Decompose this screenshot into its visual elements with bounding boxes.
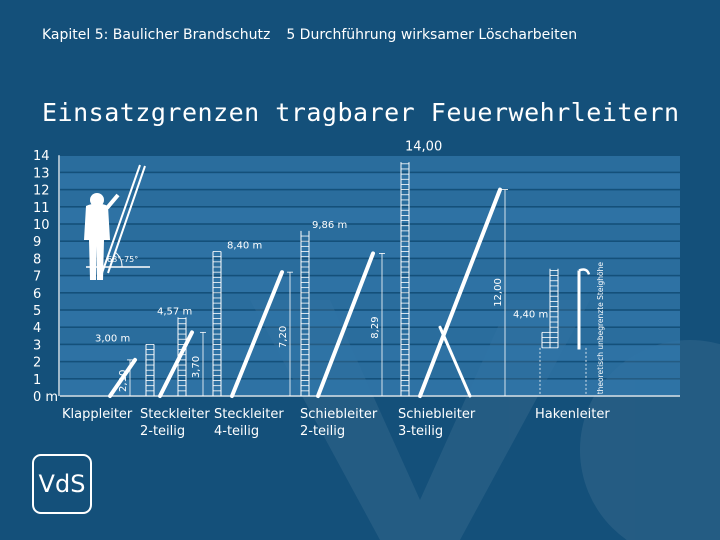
band-0 xyxy=(60,379,680,396)
rungs-klappleiter xyxy=(145,343,155,397)
rungs-steckleiter-4 xyxy=(212,251,222,397)
breadcrumb-section: 5 Durchführung wirksamer Löscharbeiten xyxy=(286,27,578,43)
band-11 xyxy=(60,190,680,206)
band-12 xyxy=(60,173,680,189)
y-tick-11: 11 xyxy=(33,201,50,216)
rail-steckleiter-2 xyxy=(158,330,194,398)
ladder-name-steckleiter-4-0: Steckleiter xyxy=(214,407,284,422)
ladder-name-schiebleiter-2-1: 2-teilig xyxy=(300,424,345,439)
band-13 xyxy=(60,156,680,172)
dimension-klappleiter: 2,10 xyxy=(118,359,133,396)
band-8 xyxy=(60,242,680,258)
height-label-steckleiter-2: 4,57 m xyxy=(157,306,192,317)
y-tick-10: 10 xyxy=(33,218,50,233)
rungs-hakenleiter-upper xyxy=(549,268,559,349)
height-label-hakenleiter: 4,40 m xyxy=(513,309,548,320)
rail-schiebleiter-2 xyxy=(316,251,375,398)
y-tick-1: 1 xyxy=(33,373,41,388)
ladder-name-schiebleiter-3-1: 3-teilig xyxy=(398,424,443,439)
dimension-label-schiebleiter-3: 12,00 xyxy=(493,278,504,307)
rail-schiebleiter-3-back xyxy=(438,325,472,398)
ladder-name-steckleiter-2-1: 2-teilig xyxy=(140,424,185,439)
dimension-schiebleiter-3: 12,00 xyxy=(493,189,508,396)
y-tick-8: 8 xyxy=(33,252,41,267)
ladder-name-schiebleiter-2-0: Schiebleiter xyxy=(300,407,378,422)
y-tick-7: 7 xyxy=(33,270,41,285)
rail-klappleiter xyxy=(108,357,137,398)
dimension-label-klappleiter: 2,10 xyxy=(118,370,129,392)
breadcrumb-chapter: Kapitel 5: Baulicher Brandschutz xyxy=(42,27,271,43)
page-title: Einsatzgrenzen tragbarer Feuerwehrleiter… xyxy=(42,98,680,127)
band-3 xyxy=(60,328,680,344)
band-7 xyxy=(60,259,680,275)
height-label-schiebleiter-2: 9,86 m xyxy=(312,220,347,231)
ladders: 2,10 3,00 m Klappleiter 3,70 4,57 m Steckleit… xyxy=(62,139,610,439)
ladder-name-schiebleiter-3-0: Schiebleiter xyxy=(398,407,476,422)
dimension-steckleiter-2: 3,70 xyxy=(191,331,206,396)
band-4 xyxy=(60,310,680,327)
hakenleiter-note: theoretisch unbegrenzte Steighöhe xyxy=(596,262,605,395)
band-2 xyxy=(60,345,680,361)
y-tick-2: 2 xyxy=(33,356,41,371)
dimension-label-steckleiter-4: 7,20 xyxy=(278,326,289,348)
y-tick-3: 3 xyxy=(33,338,41,353)
band-5 xyxy=(60,293,680,310)
ladder-name-klappleiter-0: Klappleiter xyxy=(62,407,133,422)
height-label-klappleiter: 3,00 m xyxy=(95,333,130,344)
y-tick-4: 4 xyxy=(33,321,41,336)
ladder-name-steckleiter-4-1: 4-teilig xyxy=(214,424,259,439)
height-label-steckleiter-4: 8,40 m xyxy=(227,241,262,252)
band-9 xyxy=(60,224,680,241)
rungs-schiebleiter-2 xyxy=(300,230,310,397)
dimension-steckleiter-4: 7,20 xyxy=(278,271,293,396)
height-label-schiebleiter-3: 14,00 xyxy=(405,139,442,154)
vds-logo-text: VdS xyxy=(38,470,86,498)
rungs-schiebleiter-3 xyxy=(400,162,410,397)
hook-hakenleiter xyxy=(577,268,591,350)
breadcrumb: Kapitel 5: Baulicher Brandschutz 5 Durchf… xyxy=(42,27,577,43)
y-tick-14: 14 xyxy=(33,149,50,164)
person-figure xyxy=(84,164,150,280)
y-tick-0: 0 m xyxy=(33,390,58,405)
y-tick-6: 6 xyxy=(33,287,41,302)
y-tick-9: 9 xyxy=(33,235,41,250)
band-10 xyxy=(60,207,680,224)
height-bands xyxy=(60,156,680,396)
band-1 xyxy=(60,362,680,378)
band-6 xyxy=(60,276,680,292)
y-tick-13: 13 xyxy=(33,166,50,181)
dimension-label-schiebleiter-2: 8,29 xyxy=(370,316,381,338)
dimension-schiebleiter-2: 8,29 xyxy=(370,253,385,396)
y-tick-5: 5 xyxy=(33,304,41,319)
ladder-name-steckleiter-2-0: Steckleiter xyxy=(140,407,210,422)
y-tick-12: 12 xyxy=(33,184,50,199)
dimension-label-steckleiter-2: 3,70 xyxy=(191,356,202,378)
angle-label: 68°-75° xyxy=(107,255,138,264)
vds-logo: VdS xyxy=(32,454,92,514)
rail-steckleiter-4 xyxy=(230,270,284,398)
ladder-name-hakenleiter-0: Hakenleiter xyxy=(535,407,610,422)
rail-schiebleiter-3 xyxy=(418,187,502,398)
